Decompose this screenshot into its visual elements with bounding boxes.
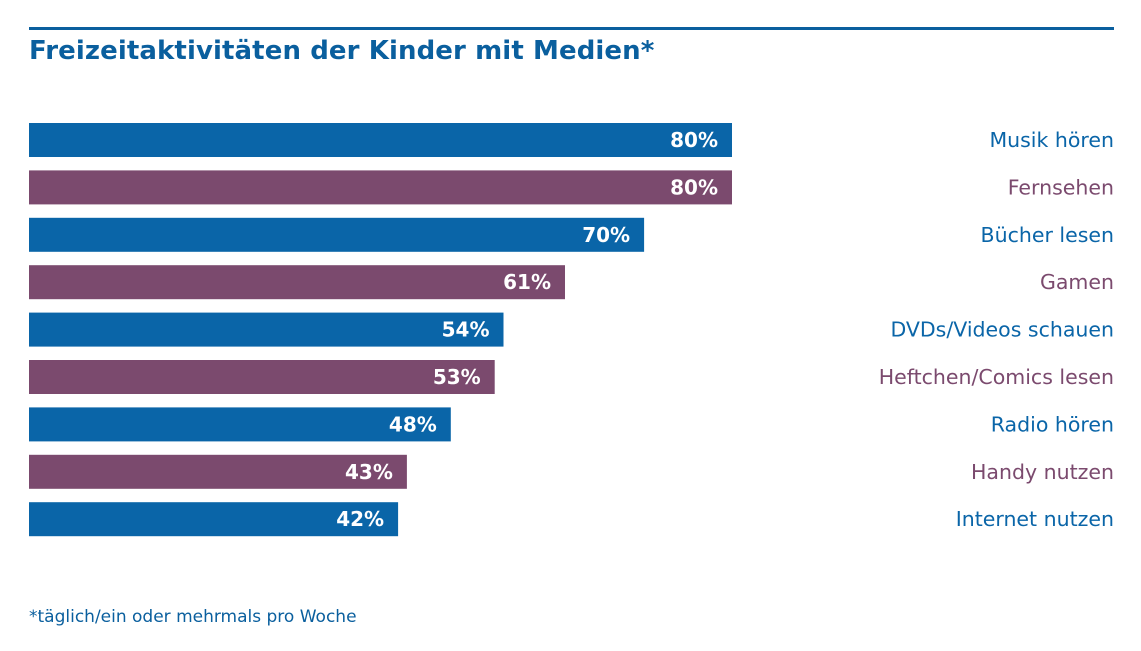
category-label: Bücher lesen: [981, 223, 1114, 247]
category-label: Handy nutzen: [971, 460, 1114, 484]
footnote: *täglich/ein oder mehrmals pro Woche: [29, 607, 357, 627]
bar-value-label: 53%: [433, 365, 481, 389]
bar-value-label: 61%: [503, 270, 551, 294]
category-label: Heftchen/Comics lesen: [879, 365, 1114, 389]
top-rule: [29, 27, 1114, 30]
bar: [29, 170, 732, 205]
bar-value-label: 43%: [345, 460, 393, 484]
bar-value-label: 42%: [336, 507, 384, 531]
category-label: DVDs/Videos schauen: [890, 318, 1114, 342]
category-label: Internet nutzen: [956, 507, 1114, 531]
bar: [29, 312, 504, 347]
category-label: Musik hören: [989, 128, 1114, 152]
bar-value-label: 80%: [670, 128, 718, 152]
category-label: Fernsehen: [1008, 175, 1114, 199]
bar-value-label: 54%: [442, 318, 490, 342]
bar: [29, 265, 565, 300]
bar-value-label: 70%: [582, 223, 630, 247]
bar: [29, 454, 407, 489]
bar: [29, 360, 495, 394]
chart-title: Freizeitaktivitäten der Kinder mit Medie…: [29, 36, 655, 66]
bar: [29, 502, 399, 537]
bar: [29, 217, 645, 252]
category-label: Radio hören: [991, 412, 1114, 436]
bar-value-label: 80%: [670, 175, 718, 199]
bar-value-label: 48%: [389, 412, 437, 436]
bar: [29, 123, 732, 157]
category-label: Gamen: [1040, 270, 1114, 294]
bar: [29, 407, 451, 442]
